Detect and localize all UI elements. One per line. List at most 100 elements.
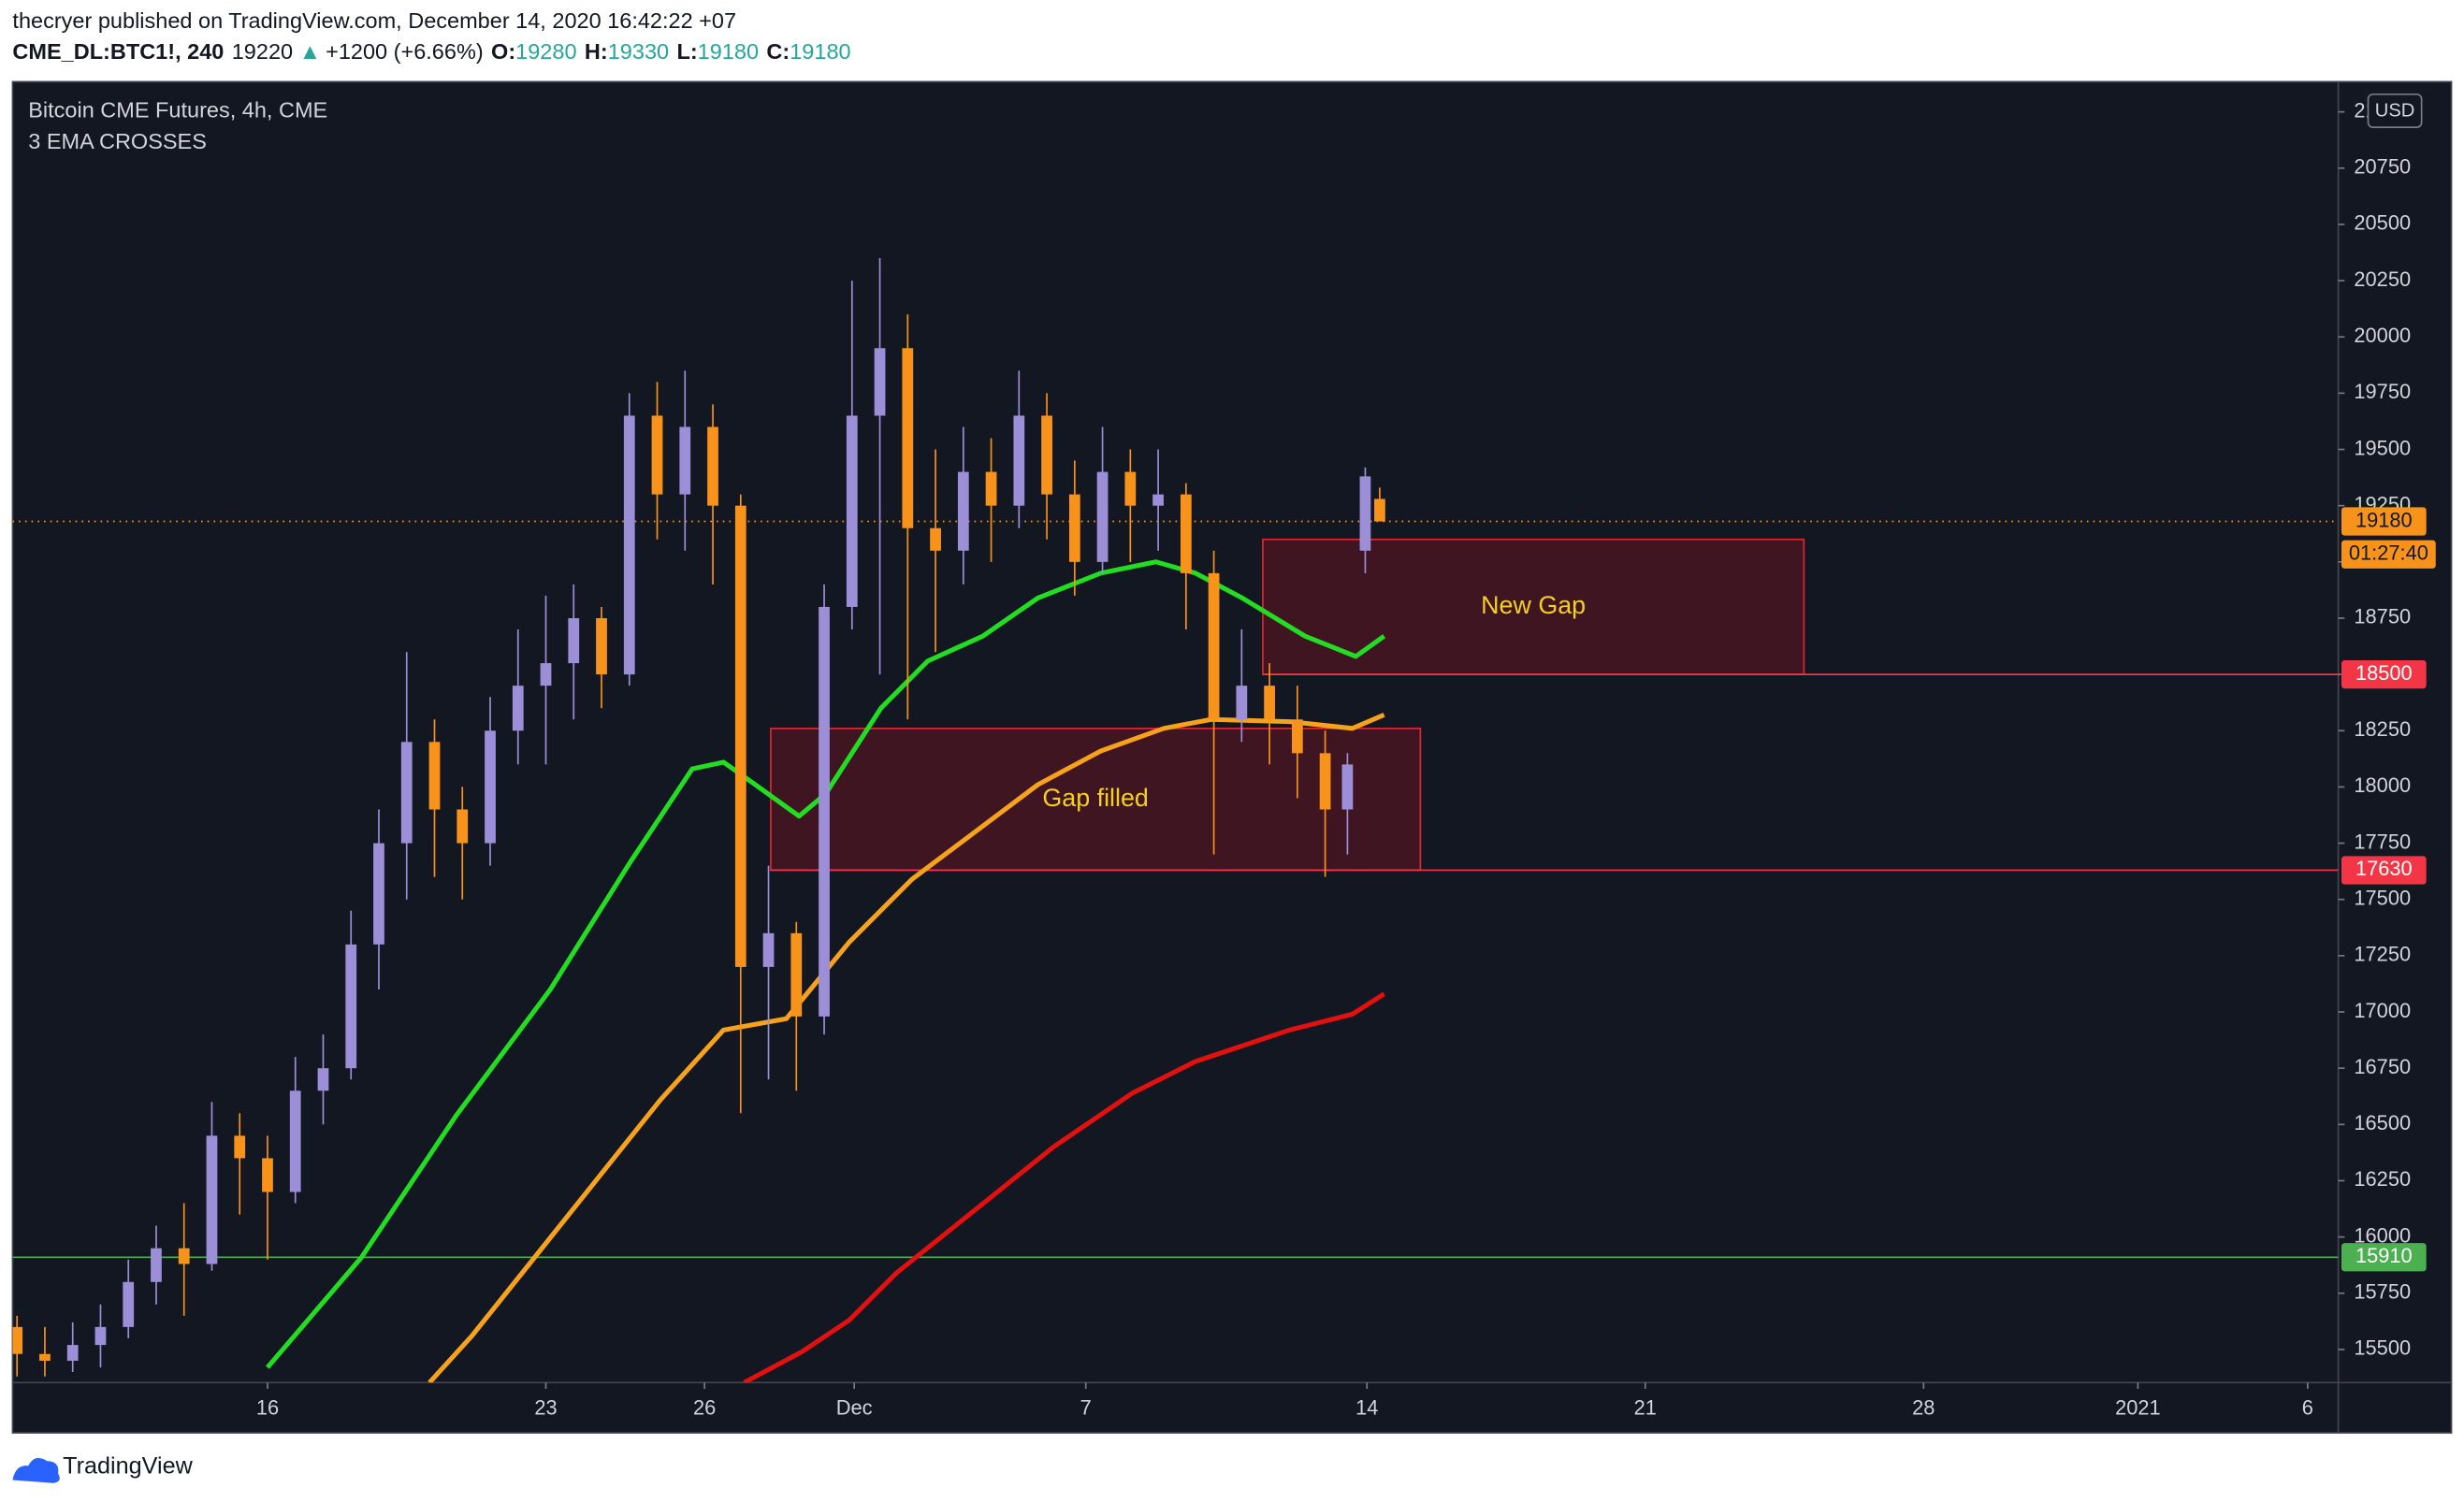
candle-body	[930, 527, 941, 551]
x-tick-label: 7	[1080, 1396, 1092, 1420]
ema-line	[265, 559, 1386, 1369]
candle-body	[1013, 415, 1025, 506]
y-tick-label: 20000	[2354, 324, 2411, 347]
candle-body	[819, 606, 830, 1017]
candle-body	[289, 1090, 301, 1192]
candle-body	[790, 932, 803, 1017]
candle-body	[540, 663, 552, 686]
candle-body	[651, 415, 663, 495]
y-tick-label: 18250	[2354, 717, 2411, 741]
candle-body	[1319, 753, 1331, 810]
price-label-bg	[2341, 1243, 2427, 1272]
symbol-line: CME_DL:BTC1!, 240 19220 ▲ +1200 (+6.66%) O:1…	[12, 39, 850, 64]
chart-panel	[11, 80, 2453, 1434]
candle-body	[206, 1135, 218, 1264]
candle-body	[1124, 471, 1137, 506]
indicator-name: 3 EMA CROSSES	[28, 129, 207, 153]
candle-body	[1041, 415, 1052, 495]
y-tick-label: 18000	[2354, 773, 2411, 797]
candle-body	[1208, 572, 1220, 720]
change: +1200 (+6.66%)	[326, 39, 484, 64]
y-tick-label: 15750	[2354, 1280, 2411, 1304]
candle-body	[1068, 494, 1080, 562]
candle-body	[428, 742, 441, 810]
ema-line	[428, 713, 1385, 1383]
candle-body	[957, 471, 969, 551]
x-tick-label: 21	[1634, 1396, 1657, 1420]
price-label: 19180	[2355, 508, 2413, 531]
y-tick-label: 16250	[2354, 1167, 2411, 1191]
y-tick-label: 15500	[2354, 1336, 2411, 1360]
brand: TradingView	[63, 1453, 193, 1480]
candle-body	[596, 617, 607, 675]
price-label-bg	[2341, 507, 2427, 536]
ema-line	[743, 991, 1385, 1383]
y-tick-label: 17250	[2354, 943, 2411, 966]
ohlc-label: L:	[676, 39, 697, 64]
candle-body	[1374, 498, 1385, 522]
gap-label: New Gap	[1481, 591, 1586, 619]
candle-body	[234, 1135, 246, 1159]
ohlc-value: 19330	[608, 39, 669, 64]
candle-body	[1096, 471, 1109, 562]
y-tick-label: 19500	[2354, 436, 2411, 459]
candle-body	[373, 843, 384, 945]
x-tick-label: 2021	[2115, 1396, 2161, 1420]
gap-label: Gap filled	[1042, 784, 1148, 812]
candle-body	[12, 1326, 23, 1354]
gap-box	[770, 728, 1422, 872]
candle-body	[985, 471, 997, 506]
y-tick-label: 20750	[2354, 155, 2411, 179]
price-label: 15910	[2355, 1244, 2413, 1267]
candle-body	[707, 426, 718, 506]
y-tick-label: 16750	[2354, 1055, 2411, 1078]
logo-icon	[12, 1458, 60, 1483]
countdown-bg	[2341, 540, 2436, 569]
x-tick-label: 26	[693, 1396, 716, 1420]
candle-body	[345, 944, 357, 1069]
price-label: 17630	[2355, 857, 2413, 880]
candle-body	[874, 348, 886, 416]
price-label-bg	[2341, 660, 2427, 689]
y-tick-label: 18750	[2354, 605, 2411, 628]
ohlc-value: 19280	[515, 39, 576, 64]
ohlc-label: H:	[585, 39, 608, 64]
tradingview-logo	[12, 1458, 60, 1483]
price-label: 18500	[2355, 661, 2413, 685]
chart-title: Bitcoin CME Futures, 4h, CME	[28, 98, 327, 123]
candle-body	[734, 505, 746, 967]
candle-body	[400, 742, 413, 844]
countdown: 01:27:40	[2349, 542, 2428, 565]
candle-body	[94, 1326, 107, 1346]
last-price: 19220	[232, 39, 293, 64]
candle-body	[1152, 494, 1164, 506]
x-tick-label: 6	[2302, 1396, 2313, 1420]
candle-body	[568, 617, 580, 664]
candle-body	[1180, 494, 1192, 573]
candle-body	[485, 730, 496, 844]
x-tick-label: 28	[1912, 1396, 1935, 1420]
candle-body	[623, 415, 635, 675]
price-label-bg	[2341, 856, 2427, 885]
candle-body	[1236, 686, 1248, 720]
candle-body	[151, 1248, 162, 1282]
change-arrow: ▲	[299, 39, 321, 64]
publisher: thecryer published on TradingView.com, D…	[12, 8, 736, 33]
y-tick-label: 17750	[2354, 830, 2411, 853]
ohlc-value: 19180	[698, 39, 759, 64]
x-tick-label: Dec	[836, 1396, 873, 1420]
ohlc-label: C:	[766, 39, 790, 64]
candle-body	[846, 415, 858, 607]
candle-body	[762, 932, 775, 967]
y-tick-label: 19750	[2354, 380, 2411, 403]
candle-body	[39, 1353, 51, 1361]
ohlc-value: 19180	[790, 39, 850, 64]
y-tick-label: 17500	[2354, 886, 2411, 909]
plot-area: Gap filled New Gap	[12, 258, 2339, 1383]
y-tick-label: 20500	[2354, 211, 2411, 235]
candle-body	[902, 348, 914, 528]
symbol: CME_DL:BTC1!, 240	[12, 39, 224, 64]
x-tick-label: 16	[256, 1396, 279, 1420]
